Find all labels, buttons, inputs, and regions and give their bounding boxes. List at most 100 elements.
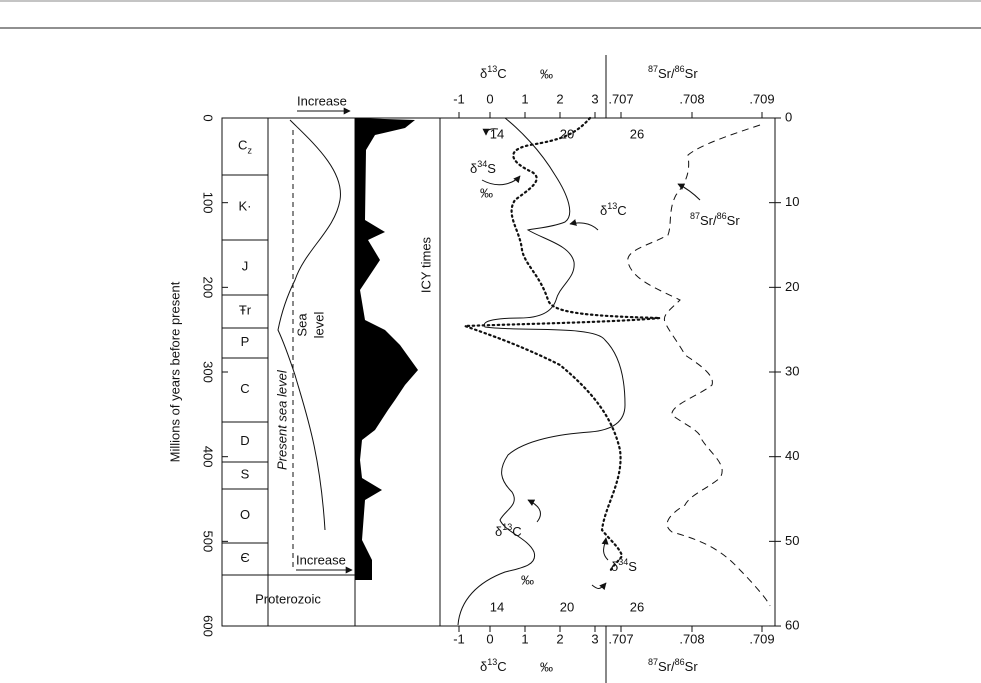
d13c-tick-label: -1 (453, 91, 465, 106)
y-tick-label: 500 (201, 530, 216, 552)
y-tick-label: 0 (201, 114, 216, 121)
period-label: P (241, 334, 250, 349)
black-column (355, 118, 418, 580)
annotation-part: δ (495, 524, 502, 539)
sr-tick-label: .707 (608, 91, 633, 106)
period-label-part: Є (240, 550, 249, 565)
period-label-part: z (247, 146, 252, 156)
sr-tick-label: .709 (749, 631, 774, 646)
period-label: J (242, 259, 249, 274)
annotation: δ34S (611, 557, 637, 574)
period-label: C (240, 381, 249, 396)
y2-tick-label: 0 (785, 109, 792, 124)
y-tick-label: 300 (201, 361, 216, 383)
permil: ‰ (540, 66, 553, 81)
d13c-axis-title-part: C (497, 659, 506, 674)
d13c-axis-title-part: δ (480, 659, 487, 674)
d13c-tick-label: 3 (591, 91, 598, 106)
annotation: ‰ (521, 572, 534, 587)
y-tick-label: 400 (201, 446, 216, 468)
y-tick-label: 100 (201, 192, 216, 214)
annotation-part: C (617, 203, 626, 218)
d34s-tick-label: 20 (560, 126, 574, 141)
sr-axis-title-part: 86 (675, 657, 685, 667)
sea-label: Sea (294, 313, 309, 337)
d13c-tick-label: 1 (521, 91, 528, 106)
y2-tick-label: 300 (785, 363, 807, 378)
d34s-tick-label: 26 (630, 599, 644, 614)
period-label-part: P (241, 334, 250, 349)
annotation-part: 13 (607, 201, 617, 211)
sr-axis-title-part: 86 (675, 64, 685, 74)
period-label: K· (239, 199, 252, 214)
period-label-part: C (238, 138, 247, 153)
period-label: S (241, 467, 250, 482)
y-axis-label: Millions of years before present (167, 281, 182, 462)
period-label: Є (240, 550, 249, 565)
sr-axis-title: 87Sr/86Sr (648, 64, 698, 81)
increase: Increase (297, 93, 347, 108)
annotation: ‰ (480, 185, 493, 200)
icy-times: ICY times (418, 236, 433, 293)
annotation-part: C (512, 524, 521, 539)
annotation-part: δ (470, 161, 477, 176)
d34s-tick-label: 14 (490, 126, 504, 141)
period-label: O (240, 507, 250, 522)
d34s-tick-label: 26 (630, 126, 644, 141)
proterozoic: Proterozoic (255, 591, 321, 606)
y2-tick-label: 600 (785, 617, 807, 632)
annotation-part: 87 (690, 211, 700, 221)
d13c-axis-title-part: C (497, 66, 506, 81)
period-label-part: S (241, 467, 250, 482)
d13c-axis-title: δ13C (480, 657, 507, 674)
annotation-part: 34 (477, 159, 487, 169)
period-label-part: C (240, 381, 249, 396)
period-label: Cz (238, 138, 252, 156)
d34s-tick-label: 14 (490, 599, 504, 614)
annotation-part: Sr/ (700, 213, 717, 228)
d13c-axis-title-part: 13 (487, 657, 497, 667)
sr-tick-label: .708 (679, 631, 704, 646)
period-label-part: D (240, 433, 249, 448)
d13c-axis-title: δ13C (480, 64, 507, 81)
sr-tick-label: .707 (608, 631, 633, 646)
d13c-tick-label: 2 (556, 631, 563, 646)
level-label: level (311, 312, 326, 339)
period-label-part: O (240, 507, 250, 522)
sr-axis-title-part: Sr/ (658, 659, 675, 674)
d13c-axis-title-part: δ (480, 66, 487, 81)
y-tick-label: 600 (201, 615, 216, 637)
sr-axis-title-part: Sr (685, 659, 699, 674)
sr-tick-label: .709 (749, 91, 774, 106)
y2-tick-label: 500 (785, 533, 807, 548)
frame (221, 55, 776, 683)
annotation: δ13C (495, 522, 522, 539)
d13c-tick-label: -1 (453, 631, 465, 646)
sr-axis-title-part: Sr/ (658, 66, 675, 81)
d13c-tick-label: 0 (486, 91, 493, 106)
present-sea-level: Present sea level (274, 369, 289, 470)
annotation-part: S (487, 161, 496, 176)
sr-axis-title: 87Sr/86Sr (648, 657, 698, 674)
annotation-part: Sr (727, 213, 741, 228)
curves (457, 116, 771, 626)
sr-axis-title-part: 87 (648, 64, 658, 74)
y2-tick-label: 200 (785, 279, 807, 294)
annotation: 87Sr/86Sr (690, 211, 740, 228)
period-label-part: J (242, 259, 249, 274)
annotation-part: δ (600, 203, 607, 218)
annotation-part: 86 (717, 211, 727, 221)
y2-tick-label: 100 (785, 194, 807, 209)
permil: ‰ (540, 659, 553, 674)
period-label-part: Ŧr (239, 303, 252, 318)
y-tick-label: 200 (201, 276, 216, 298)
sea-level (277, 107, 353, 574)
period-label: Ŧr (239, 303, 252, 318)
annotation-part: S (628, 559, 637, 574)
sr-axis-title-part: Sr (685, 66, 699, 81)
d13c-tick-label: 0 (486, 631, 493, 646)
period-label-part: K· (239, 199, 252, 214)
annotation: δ13C (600, 201, 627, 218)
y2-tick-label: 400 (785, 448, 807, 463)
